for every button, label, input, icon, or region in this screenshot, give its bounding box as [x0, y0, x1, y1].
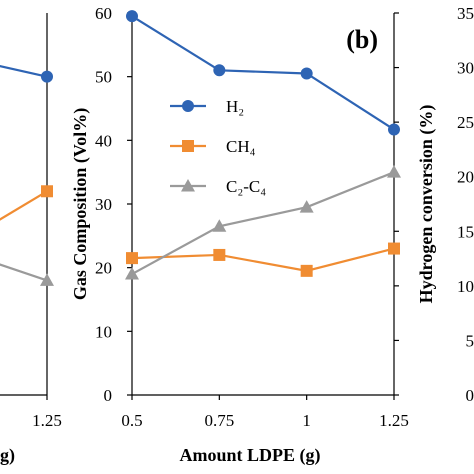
data-point	[41, 185, 53, 198]
legend-label: C₂-C₄	[226, 177, 266, 196]
data-point	[126, 10, 138, 23]
y2-tick-label: 10	[457, 277, 474, 296]
data-point	[126, 252, 138, 265]
y-tick-label: 10	[95, 322, 112, 341]
data-point	[300, 264, 313, 277]
y2-tick-label: 20	[457, 168, 474, 187]
data-point	[388, 242, 400, 255]
y-tick-label: 50	[95, 68, 112, 87]
legend-marker	[182, 100, 194, 112]
data-point	[213, 248, 226, 261]
y-tick-label: 30	[95, 195, 112, 214]
data-point	[40, 273, 54, 286]
y-tick-label: 60	[95, 4, 112, 23]
data-point	[387, 165, 401, 178]
data-point	[41, 70, 53, 83]
y2-tick-label: 15	[457, 222, 474, 241]
y-tick-label: 40	[95, 131, 112, 150]
panel-b-ylabel: Gas Composition (Vol%)	[70, 108, 91, 300]
x-tick-label: 1	[302, 411, 311, 430]
series-line	[0, 190, 48, 221]
legend-label: H₂	[226, 97, 244, 116]
data-point	[212, 219, 227, 232]
data-point	[300, 67, 313, 80]
series-line	[0, 263, 48, 282]
panel-b-xlabel: Amount LDPE (g)	[179, 445, 320, 466]
series-line	[131, 247, 395, 272]
data-point	[213, 64, 226, 77]
x-tick-label: 1.25	[379, 411, 409, 430]
left-panel-xlabel: g)	[0, 445, 15, 466]
y2-tick-label: 25	[457, 113, 474, 132]
y-tick-label: 20	[95, 259, 112, 278]
legend-label: CH₄	[226, 137, 256, 156]
legend-marker	[182, 140, 194, 152]
data-point	[125, 267, 139, 280]
legend-marker	[181, 179, 195, 192]
series-line	[131, 171, 395, 275]
y-tick-label: 0	[104, 386, 113, 405]
series-line	[0, 64, 48, 78]
y2-tick-label: 30	[457, 59, 474, 78]
left-panel-xtick-label: 1.25	[32, 411, 62, 430]
data-point	[388, 123, 400, 136]
x-tick-label: 0.5	[121, 411, 142, 430]
x-tick-label: 0.75	[204, 411, 234, 430]
y2-tick-label: 35	[457, 4, 474, 23]
panel-b-y2label: Hydrogen conversion (%)	[416, 105, 437, 304]
series-line	[131, 15, 395, 131]
data-point	[299, 200, 314, 213]
y2-tick-label: 0	[466, 386, 474, 405]
panel-b-label: (b)	[346, 25, 378, 54]
y2-tick-label: 5	[466, 331, 474, 350]
